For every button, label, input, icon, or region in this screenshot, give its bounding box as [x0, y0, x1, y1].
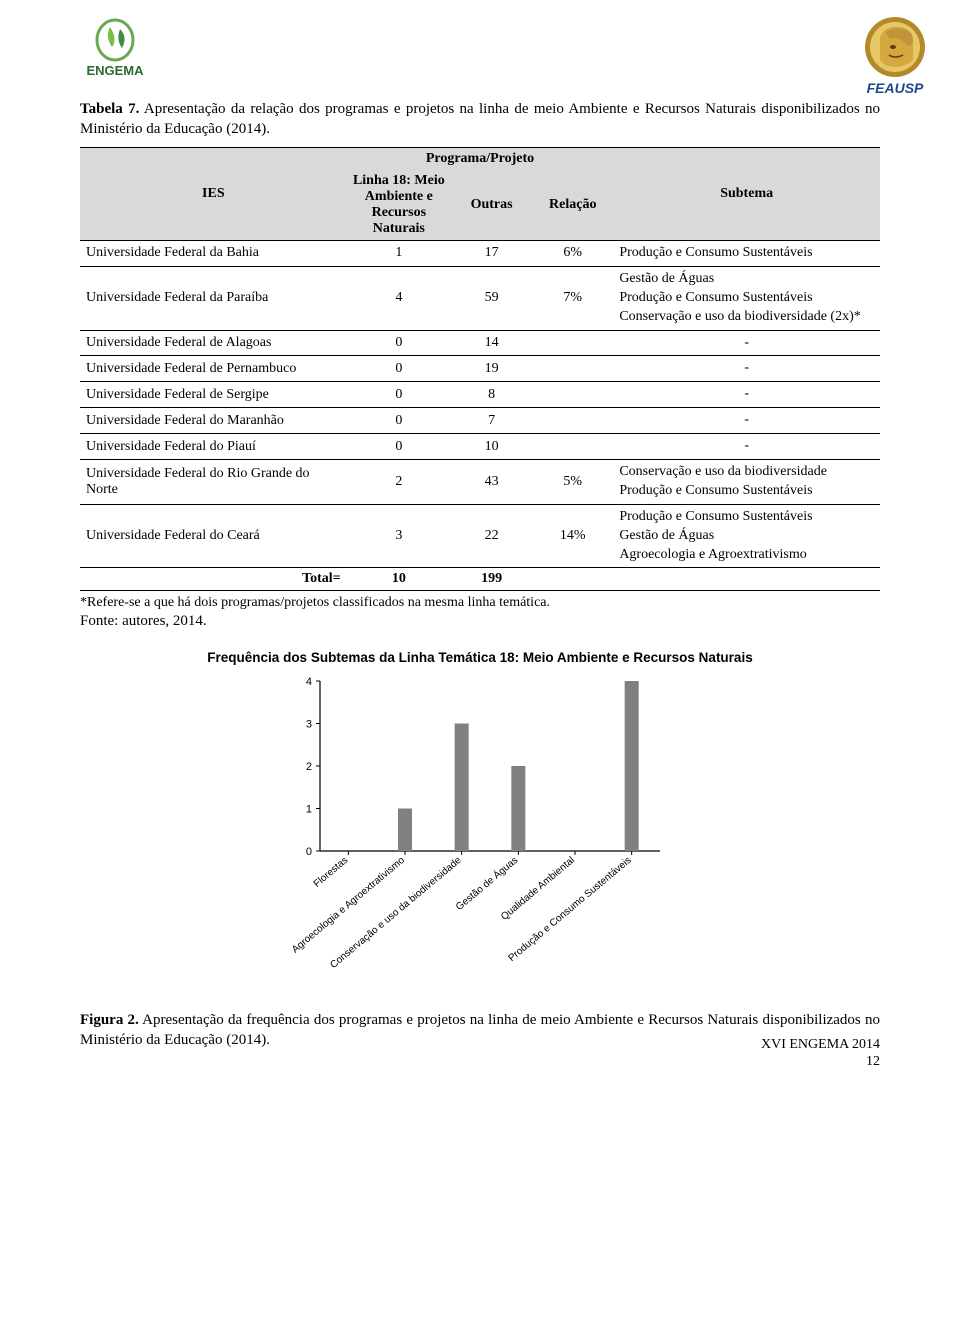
cell-ies: Universidade Federal da Paraíba [80, 266, 347, 330]
feausp-logo-text: FEAUSP [867, 80, 924, 96]
cell-linha: 0 [347, 408, 451, 434]
cell-linha: 3 [347, 504, 451, 568]
table7-caption-text: Apresentação da relação dos programas e … [80, 101, 880, 137]
cell-subtema: - [613, 408, 880, 434]
svg-text:Agroecologia e Agroextrativism: Agroecologia e Agroextrativismo [290, 855, 407, 956]
cell-relacao: 6% [532, 241, 613, 267]
cell-relacao [532, 434, 613, 460]
cell-relacao: 14% [532, 504, 613, 568]
cell-linha: 0 [347, 330, 451, 356]
cell-outras: 7 [451, 408, 532, 434]
cell-outras: 17 [451, 241, 532, 267]
cell-relacao [532, 382, 613, 408]
cell-outras: 8 [451, 382, 532, 408]
cell-subtema: Gestão de ÁguasProdução e Consumo Susten… [613, 266, 880, 330]
table-row: Universidade Federal de Sergipe08 - [80, 382, 880, 408]
col-group-programa: Programa/Projeto [347, 148, 614, 171]
footer-line2: 12 [761, 1054, 880, 1071]
bar-chart: 0 1 2 3 4 FlorestasAgroecologia e Agroextrati… [270, 671, 690, 1001]
cell-ies: Universidade Federal do Rio Grande do No… [80, 460, 347, 505]
cell-relacao: 7% [532, 266, 613, 330]
cell-relacao [532, 330, 613, 356]
svg-text:0: 0 [306, 846, 312, 858]
table-row: Universidade Federal da Paraíba4597%Gest… [80, 266, 880, 330]
svg-text:Produção e Consumo Sustentávei: Produção e Consumo Sustentáveis [506, 855, 633, 964]
cell-subtema: Produção e Consumo SustentáveisGestão de… [613, 504, 880, 568]
svg-text:1: 1 [306, 804, 312, 816]
svg-text:3: 3 [306, 719, 312, 731]
cell-total-outras: 199 [451, 568, 532, 591]
header-logos: ENGEMA FEAUSP [80, 15, 935, 95]
cell-linha: 1 [347, 241, 451, 267]
figure2-caption-text: Apresentação da frequência dos programas… [80, 1012, 880, 1048]
cell-total-label: Total= [80, 568, 347, 591]
cell-ies: Universidade Federal do Maranhão [80, 408, 347, 434]
cell-subtema: - [613, 434, 880, 460]
table-row: Universidade Federal do Rio Grande do No… [80, 460, 880, 505]
table7-caption: Tabela 7. Apresentação da relação dos pr… [80, 100, 880, 139]
col-outras: Outras [451, 170, 532, 241]
cell-outras: 43 [451, 460, 532, 505]
col-relacao: Relação [532, 170, 613, 241]
svg-text:4: 4 [306, 676, 312, 688]
cell-total-linha: 10 [347, 568, 451, 591]
table-row: Universidade Federal de Pernambuco019 - [80, 356, 880, 382]
cell-ies: Universidade Federal de Alagoas [80, 330, 347, 356]
engema-logo-text: ENGEMA [86, 63, 144, 78]
cell-subtema: Produção e Consumo Sustentáveis [613, 241, 880, 267]
cell-linha: 0 [347, 382, 451, 408]
cell-outras: 59 [451, 266, 532, 330]
cell-relacao [532, 356, 613, 382]
svg-text:2: 2 [306, 761, 312, 773]
col-ies: IES [80, 148, 347, 241]
footer-line1: XVI ENGEMA 2014 [761, 1037, 880, 1054]
cell-ies: Universidade Federal do Piauí [80, 434, 347, 460]
feausp-logo: FEAUSP [855, 15, 935, 105]
table7: IES Programa/Projeto Subtema Linha 18: M… [80, 147, 880, 591]
cell-outras: 10 [451, 434, 532, 460]
table-row: Universidade Federal do Maranhão07 - [80, 408, 880, 434]
cell-linha: 2 [347, 460, 451, 505]
table7-fonte: Fonte: autores, 2014. [80, 613, 880, 630]
cell-relacao [532, 408, 613, 434]
figure2-caption: Figura 2. Apresentação da frequência dos… [80, 1011, 880, 1050]
cell-ies: Universidade Federal da Bahia [80, 241, 347, 267]
col-subtema: Subtema [613, 148, 880, 241]
cell-linha: 0 [347, 356, 451, 382]
cell-outras: 22 [451, 504, 532, 568]
cell-linha: 4 [347, 266, 451, 330]
cell-ies: Universidade Federal do Ceará [80, 504, 347, 568]
table-row: Universidade Federal do Piauí010 - [80, 434, 880, 460]
cell-subtema: - [613, 382, 880, 408]
svg-text:Florestas: Florestas [312, 855, 351, 890]
table-row: Universidade Federal do Ceará32214%Produ… [80, 504, 880, 568]
table-row: Universidade Federal de Alagoas014 - [80, 330, 880, 356]
cell-subtema: - [613, 356, 880, 382]
engema-logo: ENGEMA [80, 15, 160, 90]
table7-footnote: *Refere-se a que há dois programas/proje… [80, 595, 880, 611]
table-row: Universidade Federal da Bahia1176%Produç… [80, 241, 880, 267]
table7-caption-title: Tabela 7. [80, 101, 139, 117]
table-row-total: Total=10199 [80, 568, 880, 591]
cell-outras: 19 [451, 356, 532, 382]
cell-relacao: 5% [532, 460, 613, 505]
col-linha18: Linha 18: Meio Ambiente e Recursos Natur… [347, 170, 451, 241]
chart-container: Frequência dos Subtemas da Linha Temátic… [80, 650, 880, 1001]
figure2-caption-title: Figura 2. [80, 1012, 139, 1028]
cell-outras: 14 [451, 330, 532, 356]
cell-subtema: Conservação e uso da biodiversidadeProdu… [613, 460, 880, 505]
cell-linha: 0 [347, 434, 451, 460]
cell-ies: Universidade Federal de Sergipe [80, 382, 347, 408]
chart-title: Frequência dos Subtemas da Linha Temátic… [80, 650, 880, 665]
page-footer: XVI ENGEMA 2014 12 [761, 1037, 880, 1071]
cell-subtema: - [613, 330, 880, 356]
cell-ies: Universidade Federal de Pernambuco [80, 356, 347, 382]
